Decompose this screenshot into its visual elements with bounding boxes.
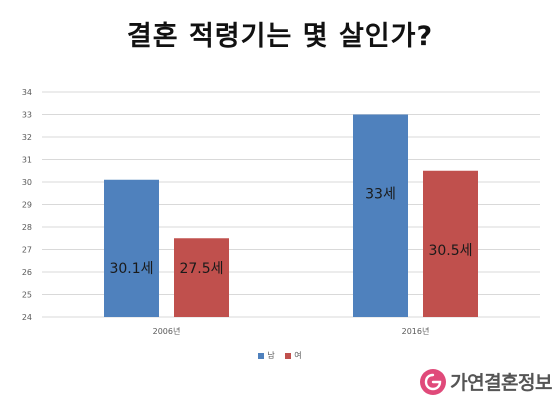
brand-logo-icon [420,368,447,395]
y-tick-label: 27 [22,246,32,255]
y-tick-label: 32 [22,133,32,142]
y-tick-label: 26 [22,268,32,277]
y-axis-ticks: 24 25 26 27 28 29 30 31 32 33 34 [22,88,32,322]
y-tick-label: 31 [22,156,32,165]
data-label: 33세 [365,187,396,203]
chart-title: 결혼 적령기는 몇 살인가? [126,21,434,52]
x-axis-ticks: 2006년 2016년 [153,326,430,336]
y-tick-label: 24 [22,313,32,322]
legend-swatch-male [258,352,265,359]
bars: 30.1세 27.5세 33세 30.5세 [104,114,478,317]
y-tick-label: 25 [22,291,32,300]
bar-male-1 [353,114,408,317]
y-tick-label: 29 [22,201,32,210]
legend-swatch-female [285,352,292,359]
x-tick-label: 2006년 [153,326,181,336]
legend-label-female: 여 [294,351,302,360]
y-tick-label: 34 [22,88,32,97]
x-tick-label: 2016년 [402,326,430,336]
brand: 가연결혼정보 [420,368,552,395]
data-label: 30.5세 [428,243,472,259]
legend-label-male: 남 [267,351,275,360]
bar-female-1 [423,170,478,317]
data-label: 27.5세 [179,261,223,277]
y-tick-label: 28 [22,223,32,232]
legend: 남 여 [0,350,560,361]
data-label: 30.1세 [109,261,153,277]
y-tick-label: 33 [22,111,32,120]
y-tick-label: 30 [22,178,32,187]
bar-male-0 [104,179,159,317]
brand-name: 가연결혼정보 [450,372,552,394]
legend-item-female: 여 [285,350,302,361]
legend-item-male: 남 [258,350,275,361]
bar-female-0 [174,238,229,317]
